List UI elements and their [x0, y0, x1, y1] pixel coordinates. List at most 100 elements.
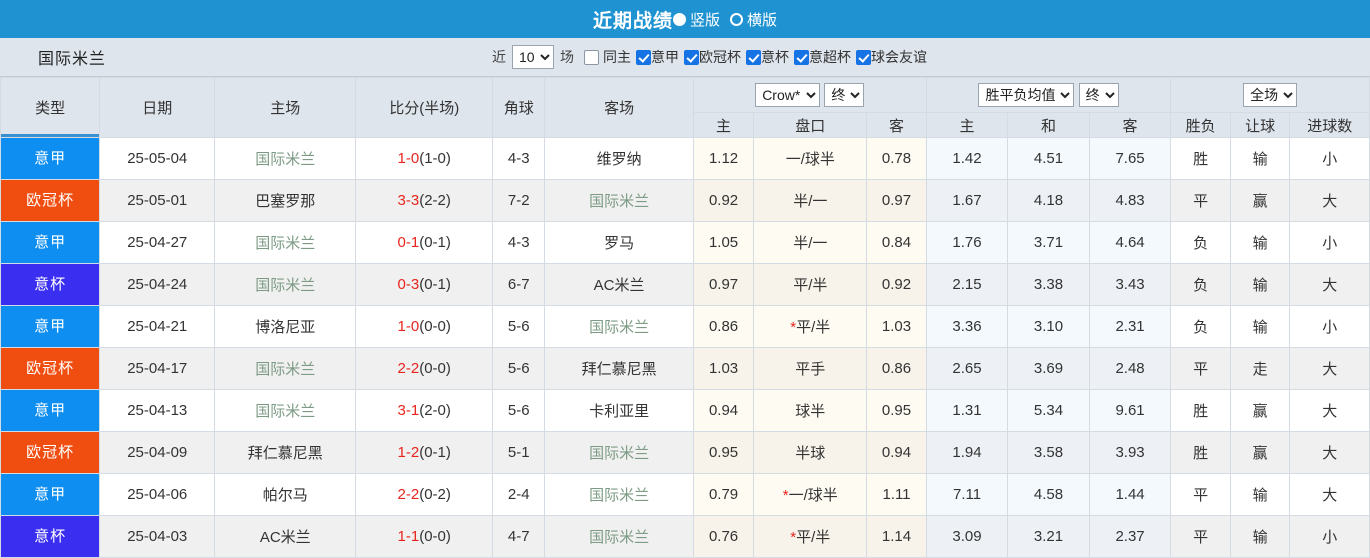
subcol-odds-home[interactable]: 主: [692, 112, 755, 138]
recent-label: 近: [492, 49, 506, 65]
eu-type-select[interactable]: 胜平负均值: [978, 83, 1075, 107]
table-row[interactable]: 意杯 25-04-03 AC米兰 1-1(0-0) 4-7 国际米兰 0.76 *平/半 1.1…: [0, 515, 1370, 558]
col-header-score[interactable]: 比分(半场): [355, 77, 494, 138]
cell-away-team[interactable]: 国际米兰: [544, 431, 694, 474]
league-badge[interactable]: 意甲: [1, 390, 100, 431]
subcol-odds-away[interactable]: 客: [866, 112, 927, 138]
odds-period-select[interactable]: 终: [824, 83, 865, 107]
cell-eu-away: 2.37: [1088, 515, 1172, 558]
radio-selected-icon[interactable]: [672, 12, 686, 26]
league-badge[interactable]: 意甲: [1, 222, 100, 263]
checkbox-league-0[interactable]: [636, 49, 651, 65]
cell-odds-away: 0.97: [866, 179, 927, 222]
eu-group-header: 胜平负均值 终: [925, 77, 1172, 113]
cell-home-team[interactable]: 帕尔马: [214, 473, 357, 516]
cell-date: 25-04-17: [99, 347, 216, 390]
cell-away-team[interactable]: 拜仁慕尼黑: [544, 347, 694, 390]
col-header-date[interactable]: 日期: [99, 77, 216, 138]
cell-away-team[interactable]: 国际米兰: [544, 305, 694, 348]
subcol-odds-handicap[interactable]: 盘口: [753, 112, 868, 138]
cell-match-type[interactable]: 意甲: [0, 389, 101, 432]
cell-eu-draw: 5.34: [1007, 389, 1090, 432]
table-row[interactable]: 欧冠杯 25-04-09 拜仁慕尼黑 1-2(0-1) 5-1 国际米兰 0.95 半球 0.9…: [0, 431, 1370, 474]
league-badge[interactable]: 意甲: [1, 474, 100, 515]
col-header-corner[interactable]: 角球: [492, 77, 546, 138]
league-badge[interactable]: 意杯: [1, 516, 100, 557]
col-header-type[interactable]: 类型: [0, 77, 101, 138]
checkbox-league-1[interactable]: [684, 49, 699, 65]
subcol-result-handicap[interactable]: 让球: [1229, 112, 1291, 138]
radio-unselected-icon[interactable]: [730, 12, 743, 26]
filter-controls: 近 10 场 同主 意甲 欧冠杯 意杯 意超杯 球会友谊: [486, 38, 928, 76]
cell-away-team[interactable]: 国际米兰: [544, 515, 694, 558]
cell-match-type[interactable]: 意甲: [0, 473, 101, 516]
cell-away-team[interactable]: 国际米兰: [544, 179, 694, 222]
cell-home-team[interactable]: 国际米兰: [214, 263, 357, 306]
cell-date: 25-04-06: [99, 473, 216, 516]
result-scope-select[interactable]: 全场: [1243, 83, 1298, 107]
table-row[interactable]: 意甲 25-04-27 国际米兰 0-1(0-1) 4-3 罗马 1.05 半/一 0.84 1.…: [0, 221, 1370, 264]
league-badge[interactable]: 欧冠杯: [1, 432, 100, 473]
checkbox-same-home[interactable]: [584, 49, 599, 65]
checkbox-league-4[interactable]: [856, 49, 871, 65]
league-badge[interactable]: 意甲: [1, 306, 100, 347]
subcol-eu-away[interactable]: 客: [1088, 112, 1172, 138]
checkbox-league-2[interactable]: [746, 49, 761, 65]
table-row[interactable]: 意杯 25-04-24 国际米兰 0-3(0-1) 6-7 AC米兰 0.97 平/半 0.92…: [0, 263, 1370, 306]
league-badge[interactable]: 意甲: [1, 138, 100, 179]
score-halftime: (0-1): [419, 276, 451, 293]
view-mode-horizontal[interactable]: 横版: [730, 9, 777, 30]
cell-match-type[interactable]: 意甲: [0, 137, 101, 180]
table-row[interactable]: 意甲 25-04-13 国际米兰 3-1(2-0) 5-6 卡利亚里 0.94 球半 0.95 1…: [0, 389, 1370, 432]
cell-away-team[interactable]: 罗马: [544, 221, 694, 264]
cell-home-team[interactable]: 国际米兰: [214, 347, 357, 390]
col-header-away[interactable]: 客场: [544, 77, 694, 138]
subcol-eu-home[interactable]: 主: [925, 112, 1009, 138]
cell-match-type[interactable]: 意杯: [0, 263, 101, 306]
cell-away-team[interactable]: 国际米兰: [544, 473, 694, 516]
cell-home-team[interactable]: 国际米兰: [214, 221, 357, 264]
cell-match-type[interactable]: 意杯: [0, 515, 101, 558]
table-row[interactable]: 意甲 25-05-04 国际米兰 1-0(1-0) 4-3 维罗纳 1.12 一/球半 0.78…: [0, 137, 1370, 180]
cell-odds-home: 1.03: [692, 347, 755, 390]
cell-home-team[interactable]: 国际米兰: [214, 389, 357, 432]
score-fulltime: 2-2: [397, 360, 420, 377]
cell-handicap: 半/一: [753, 179, 868, 222]
table-row[interactable]: 欧冠杯 25-05-01 巴塞罗那 3-3(2-2) 7-2 国际米兰 0.92 半/一 0.9…: [0, 179, 1370, 222]
cell-away-team[interactable]: 维罗纳: [544, 137, 694, 180]
cell-home-team[interactable]: 拜仁慕尼黑: [214, 431, 357, 474]
checkbox-league-3[interactable]: [794, 49, 809, 65]
cell-match-type[interactable]: 欧冠杯: [0, 431, 101, 474]
table-row[interactable]: 意甲 25-04-06 帕尔马 2-2(0-2) 2-4 国际米兰 0.79 *一/球半 1.1…: [0, 473, 1370, 516]
cell-match-type[interactable]: 欧冠杯: [0, 347, 101, 390]
match-history-table: 类型 日期 主场 比分(半场) 角球 客场 Crow* 终 胜平负均值 终: [0, 77, 1370, 558]
cell-match-type[interactable]: 欧冠杯: [0, 179, 101, 222]
score-fulltime: 1-0: [397, 318, 420, 335]
league-badge[interactable]: 意杯: [1, 264, 100, 305]
cell-result-handicap: 走: [1229, 347, 1291, 390]
cell-away-team[interactable]: 卡利亚里: [544, 389, 694, 432]
cell-date: 25-05-01: [99, 179, 216, 222]
table-row[interactable]: 意甲 25-04-21 博洛尼亚 1-0(0-0) 5-6 国际米兰 0.86 *平/半 1.0…: [0, 305, 1370, 348]
recent-count-select[interactable]: 10: [512, 45, 554, 69]
cell-match-type[interactable]: 意甲: [0, 305, 101, 348]
league-badge[interactable]: 欧冠杯: [1, 348, 100, 389]
cell-odds-away: 0.94: [866, 431, 927, 474]
subcol-eu-draw[interactable]: 和: [1007, 112, 1090, 138]
league-badge[interactable]: 欧冠杯: [1, 180, 100, 221]
cell-eu-home: 1.67: [925, 179, 1009, 222]
cell-corner: 4-3: [492, 137, 546, 180]
cell-away-team[interactable]: AC米兰: [544, 263, 694, 306]
col-header-home[interactable]: 主场: [214, 77, 357, 138]
cell-home-team[interactable]: 博洛尼亚: [214, 305, 357, 348]
subcol-result-goals[interactable]: 进球数: [1289, 112, 1370, 138]
view-mode-vertical[interactable]: 竖版: [672, 9, 720, 30]
subcol-result-wdl[interactable]: 胜负: [1170, 112, 1231, 138]
cell-home-team[interactable]: AC米兰: [214, 515, 357, 558]
cell-home-team[interactable]: 国际米兰: [214, 137, 357, 180]
odds-company-select[interactable]: Crow*: [755, 83, 821, 107]
eu-period-select[interactable]: 终: [1078, 83, 1119, 107]
cell-match-type[interactable]: 意甲: [0, 221, 101, 264]
table-row[interactable]: 欧冠杯 25-04-17 国际米兰 2-2(0-0) 5-6 拜仁慕尼黑 1.03 平手 0.8…: [0, 347, 1370, 390]
cell-home-team[interactable]: 巴塞罗那: [214, 179, 357, 222]
